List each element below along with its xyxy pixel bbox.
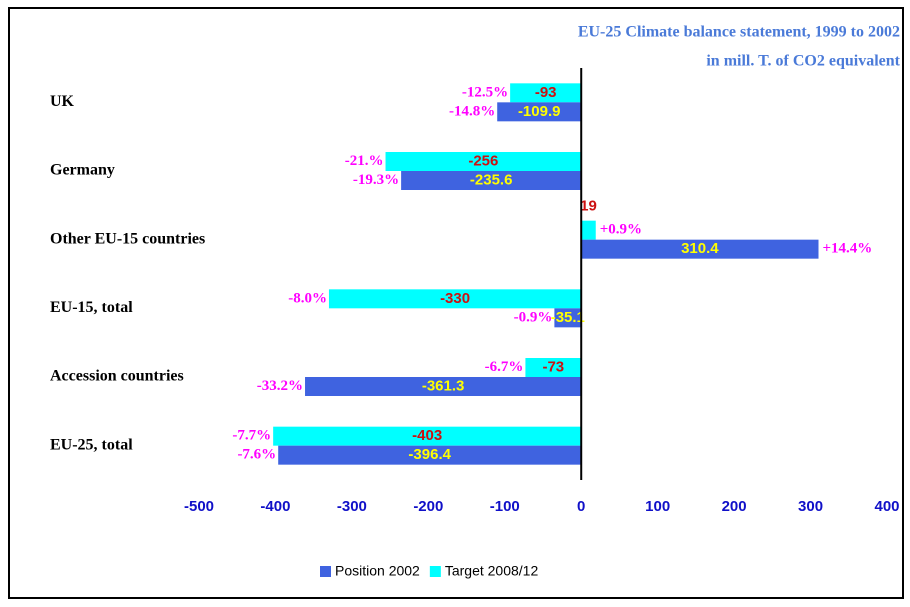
category-label: EU-15, total bbox=[50, 299, 133, 316]
category-label: EU-25, total bbox=[50, 436, 133, 453]
legend-swatch bbox=[429, 566, 441, 577]
x-tick-label: 100 bbox=[645, 498, 670, 515]
value-label: -235.6 bbox=[470, 171, 513, 188]
category-label: UK bbox=[50, 93, 75, 110]
percent-label: +0.9% bbox=[600, 222, 642, 238]
value-label: 310.4 bbox=[681, 240, 719, 257]
value-label: -330 bbox=[440, 290, 470, 307]
value-label: -93 bbox=[535, 84, 557, 101]
percent-label: -14.8% bbox=[449, 103, 495, 119]
percent-label: -19.3% bbox=[353, 172, 399, 188]
value-label: -73 bbox=[542, 358, 564, 375]
percent-label: -8.0% bbox=[288, 290, 327, 306]
x-tick-label: 200 bbox=[722, 498, 747, 515]
bar bbox=[525, 358, 582, 377]
bar bbox=[497, 102, 582, 122]
x-tick-label: 400 bbox=[874, 498, 899, 515]
category-label: Accession countries bbox=[50, 368, 184, 385]
percent-label: -7.7% bbox=[232, 428, 271, 444]
x-tick-label: -400 bbox=[260, 498, 290, 515]
percent-label: +14.4% bbox=[823, 241, 873, 257]
x-tick-label: -100 bbox=[490, 498, 520, 515]
bar bbox=[273, 426, 582, 446]
legend-label: Position 2002 bbox=[335, 563, 420, 579]
value-label: 19 bbox=[580, 198, 597, 215]
x-tick-label: -500 bbox=[184, 498, 214, 515]
percent-label: -6.7% bbox=[485, 359, 524, 375]
x-tick-label: -200 bbox=[413, 498, 443, 515]
chart-subtitle: in mill. T. of CO2 equivalent bbox=[706, 53, 900, 70]
x-tick-label: -300 bbox=[337, 498, 367, 515]
bar bbox=[328, 289, 582, 309]
bar bbox=[305, 377, 582, 396]
value-label: -361.3 bbox=[422, 377, 465, 394]
percent-label: -12.5% bbox=[462, 84, 508, 100]
category-label: Germany bbox=[50, 162, 115, 179]
value-label: -35.1 bbox=[551, 309, 585, 326]
x-tick-label: 300 bbox=[798, 498, 823, 515]
bar bbox=[554, 308, 582, 328]
bar bbox=[401, 171, 582, 190]
legend-swatch bbox=[320, 566, 331, 577]
value-label: -396.4 bbox=[408, 446, 451, 463]
value-label: -109.9 bbox=[518, 103, 561, 120]
bar bbox=[510, 83, 582, 103]
legend-label: Target 2008/12 bbox=[445, 563, 539, 579]
bar bbox=[581, 220, 596, 240]
bar bbox=[385, 152, 582, 171]
bar bbox=[278, 445, 582, 465]
chart-title: EU-25 Climate balance statement, 1999 to… bbox=[578, 24, 900, 41]
value-label: -403 bbox=[412, 427, 442, 444]
value-label: -256 bbox=[468, 152, 498, 169]
category-label: Other EU-15 countries bbox=[50, 230, 205, 247]
percent-label: -33.2% bbox=[257, 378, 303, 394]
bar bbox=[581, 239, 819, 259]
percent-label: -0.9% bbox=[514, 309, 553, 325]
percent-label: -7.6% bbox=[237, 447, 276, 463]
percent-label: -21.% bbox=[345, 153, 384, 169]
x-tick-label: 0 bbox=[577, 498, 585, 515]
